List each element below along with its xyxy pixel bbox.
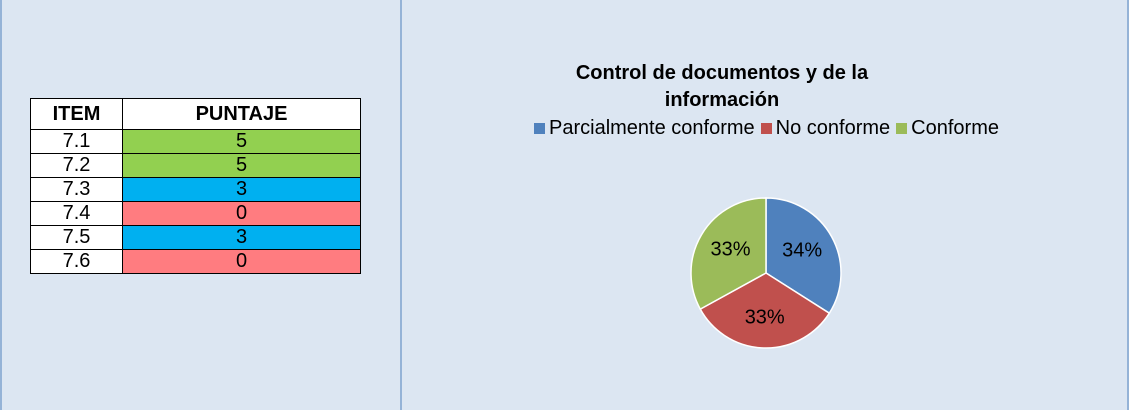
legend-item: Parcialmente conforme — [534, 117, 755, 140]
score-cell: 0 — [122, 249, 361, 274]
legend: Parcialmente conforme No conforme Conforme — [402, 117, 1127, 140]
score-cell: 3 — [122, 177, 361, 202]
item-cell: 7.1 — [30, 129, 123, 154]
data-label: 33% — [710, 238, 750, 260]
score-table: ITEM PUNTAJE 7.1 5 7.2 5 7.3 3 7.4 0 7.5 3 7.6 0 — [30, 98, 361, 274]
legend-label: Conforme — [911, 117, 999, 139]
item-cell: 7.6 — [30, 249, 123, 274]
score-cell: 5 — [122, 153, 361, 178]
legend-label: Parcialmente conforme — [549, 117, 755, 139]
data-label: 33% — [745, 306, 785, 328]
item-cell: 7.3 — [30, 177, 123, 202]
header-cell: ITEM — [30, 98, 123, 130]
data-label: 34% — [782, 240, 822, 262]
table-row: 7.1 5 — [30, 129, 361, 154]
header-row: ITEM PUNTAJE — [30, 98, 361, 130]
score-cell: 5 — [122, 129, 361, 154]
divider — [400, 0, 402, 410]
table-row: 7.3 3 — [30, 177, 361, 202]
table-row: 7.6 0 — [30, 249, 361, 274]
header-cell: PUNTAJE — [122, 98, 361, 130]
legend-swatch — [760, 123, 772, 134]
score-cell: 0 — [122, 201, 361, 226]
legend-swatch — [896, 123, 908, 134]
chart-title: Control de documentos y de la informació… — [575, 62, 869, 111]
legend-item: No conforme — [760, 117, 891, 140]
table-row: 7.5 3 — [30, 225, 361, 250]
legend-item: Conforme — [896, 117, 999, 140]
item-cell: 7.4 — [30, 201, 123, 226]
table-row: 7.4 0 — [30, 201, 361, 226]
pie-slice — [690, 197, 767, 311]
legend-label: No conforme — [775, 117, 891, 139]
legend-swatch — [534, 123, 546, 134]
